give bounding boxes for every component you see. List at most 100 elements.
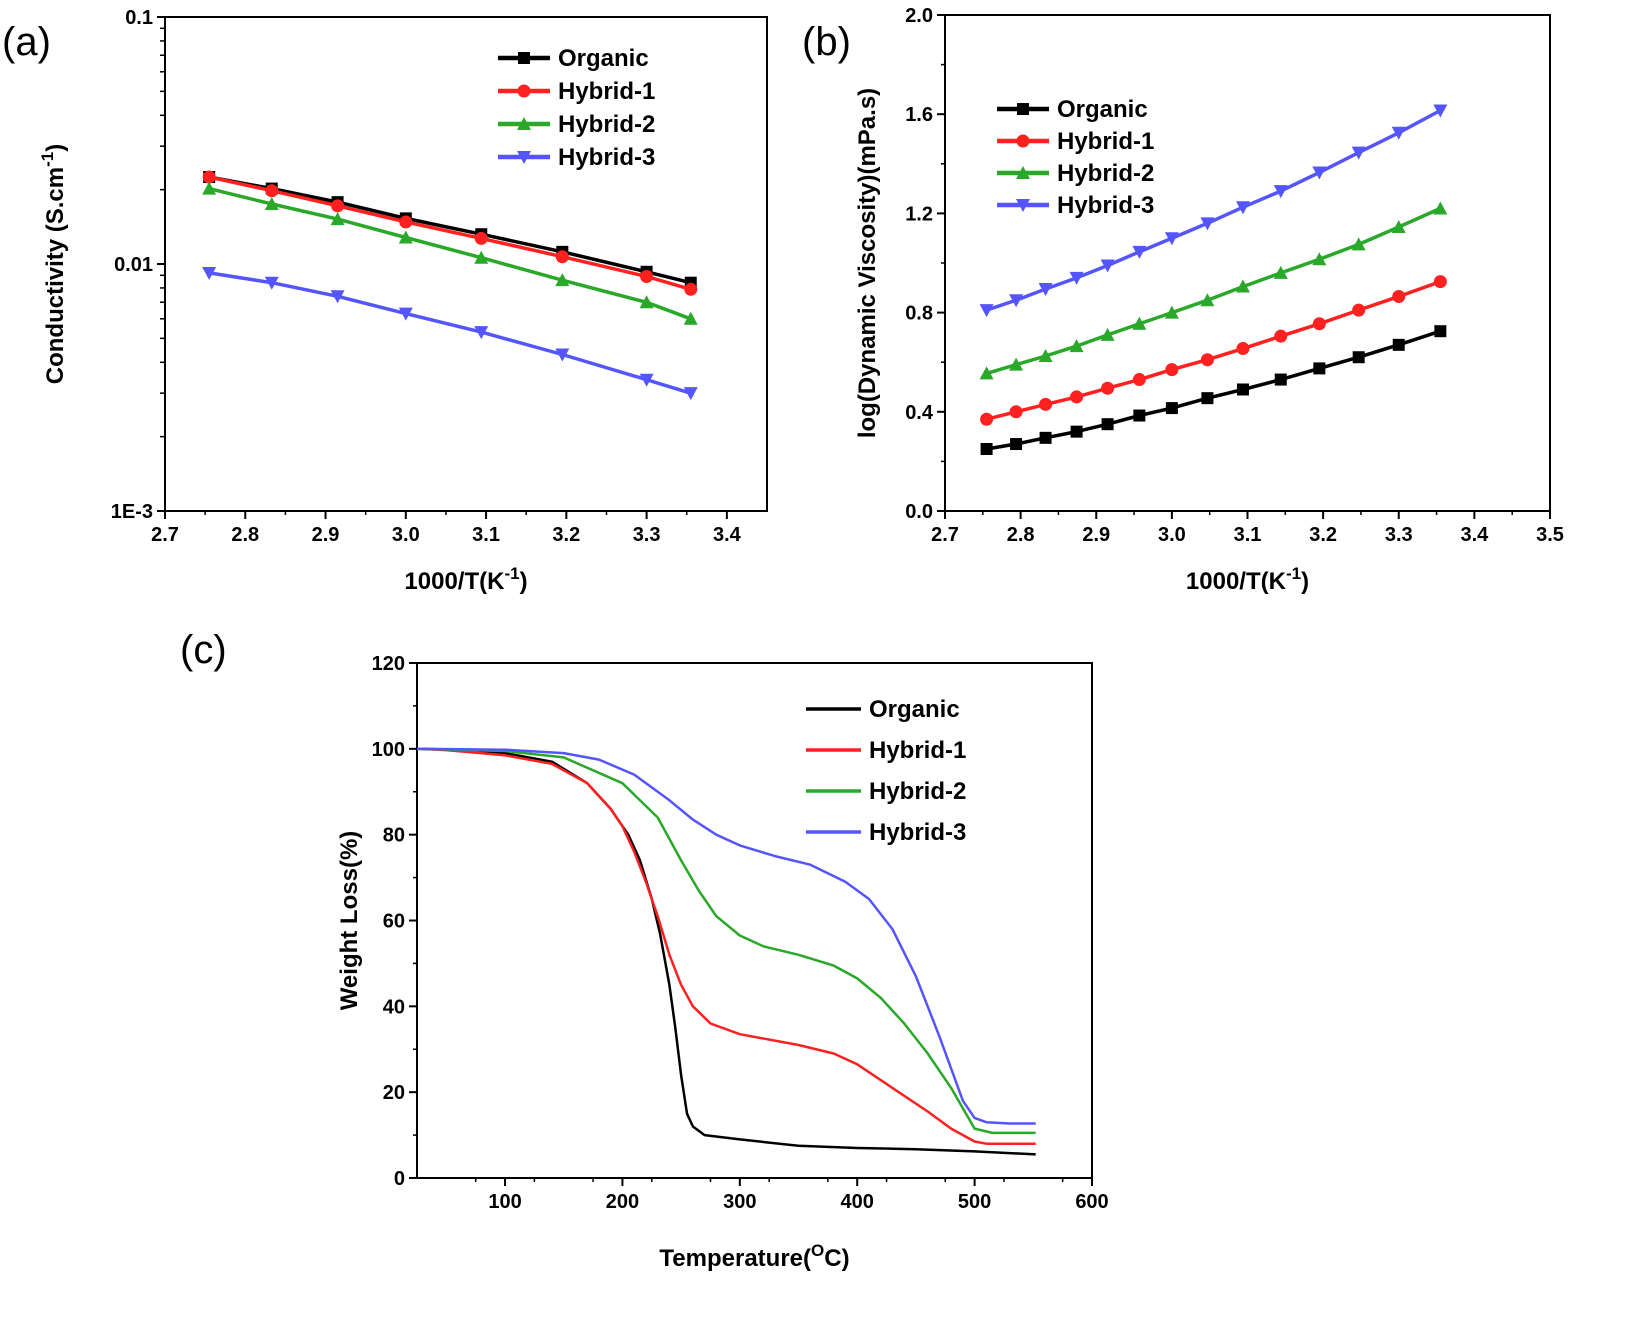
data-point-organic	[980, 443, 993, 455]
data-point-hybrid-2	[398, 230, 413, 244]
y-tick-label: 0.4	[905, 402, 934, 424]
x-tick-label: 2.7	[151, 524, 179, 546]
data-point-hybrid-2	[979, 366, 994, 380]
data-point-hybrid-2	[1273, 265, 1288, 279]
data-point-hybrid-1	[202, 170, 216, 184]
data-point-hybrid-3	[202, 266, 217, 280]
data-point-hybrid-1	[1392, 289, 1406, 303]
series-line-hybrid-3	[986, 108, 1442, 312]
series-line-hybrid-2	[208, 186, 692, 321]
data-point-hybrid-3	[1038, 283, 1053, 297]
y-tick-label: 0	[394, 1168, 405, 1190]
series-line-organic	[208, 175, 692, 285]
data-point-organic	[1070, 425, 1083, 438]
y-tick-label: 1.2	[905, 203, 933, 225]
y-tick-label: 20	[383, 1082, 405, 1104]
data-point-hybrid-1	[1236, 342, 1250, 356]
legend-label: Hybrid-1	[869, 737, 966, 764]
legend-label: Organic	[1057, 96, 1148, 123]
legend-label: Hybrid-3	[1057, 192, 1154, 219]
legend-marker	[1016, 166, 1030, 179]
data-point-hybrid-2	[264, 196, 279, 210]
x-tick-label: 2.9	[312, 524, 340, 546]
panel-c-weight-loss-chart: (c) 100 200 300 400 500 600 0 20 40 60 80 100 120 Temp…	[180, 628, 1109, 1272]
x-tick-label: 3.0	[392, 524, 420, 546]
y-tick-label: 100	[372, 739, 405, 761]
data-point-hybrid-3	[1391, 126, 1406, 140]
x-tick-label: 3.3	[633, 524, 661, 546]
data-point-hybrid-3	[330, 290, 345, 304]
legend-marker	[517, 151, 531, 164]
x-tick-label: 3.2	[1309, 524, 1337, 546]
data-point-organic	[1165, 402, 1178, 415]
x-tick-label: 3.2	[552, 524, 580, 546]
data-point-hybrid-2	[1433, 201, 1448, 215]
data-point-hybrid-1	[1352, 303, 1366, 317]
data-point-hybrid-1	[1165, 363, 1179, 377]
data-point-hybrid-1	[1433, 275, 1447, 289]
data-point-hybrid-3	[1100, 259, 1115, 273]
data-point-hybrid-1	[399, 215, 413, 229]
series-line-hybrid-1	[416, 747, 1036, 1145]
data-point-hybrid-3	[1351, 146, 1366, 160]
data-point-organic	[1010, 438, 1023, 451]
data-point-organic	[1101, 418, 1114, 431]
y-tick-label: 120	[372, 653, 405, 675]
data-point-hybrid-3	[1069, 271, 1084, 285]
legend-marker	[1016, 199, 1030, 212]
data-point-hybrid-3	[1164, 232, 1179, 246]
data-point-organic	[1313, 362, 1326, 375]
legend-label: Hybrid-2	[1057, 160, 1154, 187]
legend-label: Hybrid-1	[558, 78, 655, 105]
legend-marker	[1017, 103, 1029, 115]
series-line-hybrid-3	[208, 271, 692, 395]
x-tick-label: 3.4	[713, 524, 742, 546]
x-axis-title: 1000/T(K-1)	[404, 564, 527, 595]
x-tick-label: 200	[606, 1191, 639, 1213]
data-point-hybrid-3	[683, 387, 698, 401]
legend-marker	[1016, 134, 1030, 148]
y-tick-label: 80	[383, 825, 405, 847]
data-point-organic	[1201, 392, 1214, 405]
x-tick-label: 3.1	[472, 524, 500, 546]
data-point-hybrid-3	[1132, 245, 1147, 259]
x-axis-title: 1000/T(K-1)	[1186, 564, 1309, 595]
data-point-hybrid-2	[1038, 349, 1053, 362]
panel-label: (b)	[802, 20, 851, 64]
x-tick-label: 3.0	[1158, 524, 1186, 546]
data-point-hybrid-1	[1070, 390, 1084, 404]
data-point-hybrid-2	[639, 295, 654, 309]
plot-frame	[416, 662, 1093, 1179]
series-line-hybrid-2	[416, 747, 1036, 1135]
data-point-hybrid-2	[1312, 252, 1327, 266]
series-line-hybrid-2	[986, 206, 1442, 376]
x-tick-label: 3.1	[1234, 524, 1262, 546]
series-line-hybrid-1	[208, 175, 692, 291]
data-point-organic	[1274, 373, 1287, 386]
series-line-organic	[416, 747, 1036, 1156]
data-point-hybrid-3	[474, 326, 489, 340]
data-point-hybrid-2	[1391, 220, 1406, 234]
x-tick-label: 3.5	[1536, 524, 1564, 546]
panel-label: (a)	[2, 20, 51, 64]
x-tick-label: 100	[488, 1191, 521, 1213]
data-point-hybrid-3	[264, 276, 279, 290]
y-tick-label: 0.1	[125, 7, 153, 29]
data-point-hybrid-3	[398, 307, 413, 321]
data-point-organic	[1133, 409, 1146, 422]
plot-frame	[944, 14, 1551, 512]
data-point-hybrid-2	[1351, 237, 1366, 251]
data-point-hybrid-2	[202, 181, 217, 195]
legend-label: Organic	[558, 45, 649, 72]
y-axis-title: Conductivity (S.cm-1)	[38, 144, 69, 384]
x-axis-title: Temperature(OC)	[659, 1241, 849, 1272]
series-line-organic	[986, 329, 1441, 451]
data-point-hybrid-3	[1312, 166, 1327, 180]
data-point-hybrid-1	[1101, 381, 1115, 395]
data-point-hybrid-1	[555, 250, 569, 264]
data-point-organic	[1236, 383, 1249, 396]
data-point-hybrid-1	[1200, 353, 1214, 367]
data-point-hybrid-1	[1039, 397, 1053, 411]
panel-a-conductivity-chart: (a) 2.7 2.8 2.9 3.0 3.1 3.2 3.3 3.4 1E-3 0.01 0.1 10…	[2, 7, 768, 595]
